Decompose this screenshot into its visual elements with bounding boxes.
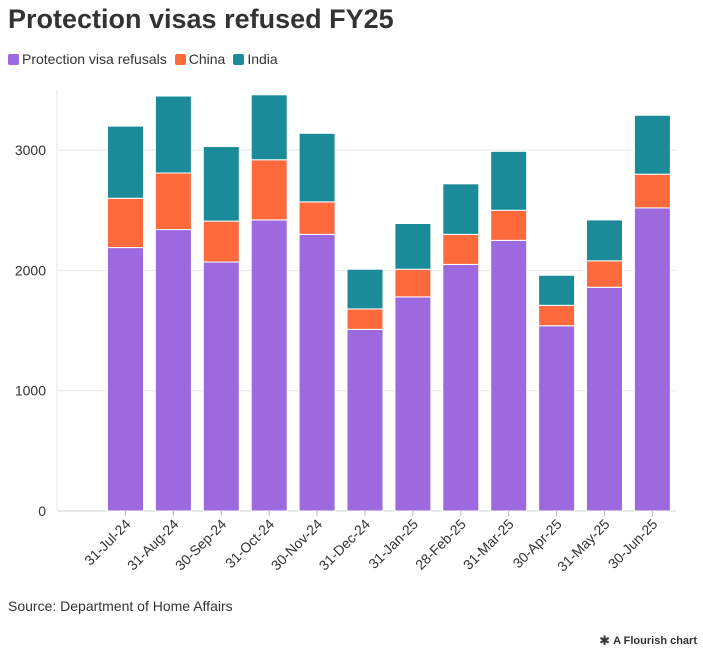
bar-india-31-dec-24: [346, 268, 384, 310]
bar-china-30-sep-24: [202, 220, 240, 263]
bar-china-31-aug-24: [154, 172, 192, 231]
bar-protection-visa-refusals-30-sep-24: [202, 261, 240, 512]
bar-india-28-feb-25: [442, 183, 480, 235]
legend-item-refusals[interactable]: Protection visa refusals: [8, 51, 167, 67]
bar-china-30-jun-25: [633, 173, 671, 209]
credit-label: A Flourish chart: [613, 635, 697, 647]
x-tick-label-31-dec-24: 31-Dec-24: [316, 516, 374, 574]
bar-china-31-jan-25: [394, 268, 432, 298]
bar-protection-visa-refusals-31-oct-24: [250, 219, 288, 512]
bar-china-31-oct-24: [250, 159, 288, 221]
bar-india-31-aug-24: [154, 95, 192, 174]
legend: Protection visa refusals China India: [8, 51, 286, 67]
y-tick-label-0: 0: [38, 503, 46, 519]
bar-protection-visa-refusals-28-feb-25: [442, 263, 480, 512]
x-tick-label-31-aug-24: 31-Aug-24: [124, 516, 182, 574]
x-tick-label-31-mar-25: 31-Mar-25: [460, 516, 517, 573]
bar-protection-visa-refusals-31-jul-24: [107, 247, 144, 512]
bar-protection-visa-refusals-31-dec-24: [346, 328, 384, 512]
y-tick-label-3000: 3000: [15, 142, 46, 158]
bar-protection-visa-refusals-31-may-25: [586, 286, 623, 512]
legend-label-china: China: [188, 51, 226, 67]
x-tick-label-30-nov-24: 30-Nov-24: [268, 516, 326, 574]
bar-india-30-nov-24: [298, 132, 336, 203]
bar-china-30-nov-24: [298, 201, 336, 235]
bar-protection-visa-refusals-30-jun-25: [633, 207, 671, 512]
bar-china-28-feb-25: [442, 233, 480, 265]
legend-label-refusals: Protection visa refusals: [22, 51, 167, 67]
bar-china-31-mar-25: [490, 209, 528, 241]
bar-india-31-may-25: [586, 219, 623, 262]
bar-india-30-sep-24: [202, 146, 240, 222]
chart-title: Protection visas refused FY25: [8, 4, 394, 34]
x-tick-label-30-sep-24: 30-Sep-24: [172, 516, 230, 574]
bar-india-31-mar-25: [490, 150, 528, 211]
legend-label-india: India: [247, 51, 278, 67]
asterisk-icon: ✱: [599, 633, 611, 648]
x-tick-label-30-jun-25: 30-Jun-25: [605, 516, 661, 572]
bar-protection-visa-refusals-31-jan-25: [394, 296, 432, 512]
y-tick-label-1000: 1000: [15, 383, 46, 399]
bar-protection-visa-refusals-31-aug-24: [154, 229, 192, 512]
bar-protection-visa-refusals-30-nov-24: [298, 233, 336, 512]
x-tick-label-28-feb-25: 28-Feb-25: [412, 516, 469, 573]
bar-india-30-jun-25: [633, 114, 671, 175]
bar-china-31-dec-24: [346, 308, 384, 330]
legend-swatch-china: [174, 53, 186, 65]
bar-china-30-apr-25: [538, 304, 576, 327]
x-tick-label-31-may-25: 31-May-25: [554, 516, 613, 575]
bar-china-31-jul-24: [107, 197, 144, 249]
bar-india-30-apr-25: [538, 274, 576, 306]
source-note: Source: Department of Home Affairs: [8, 598, 233, 614]
bar-india-31-jul-24: [107, 125, 144, 199]
y-tick-label-2000: 2000: [15, 262, 46, 278]
flourish-credit[interactable]: ✱ A Flourish chart: [599, 633, 697, 649]
bar-protection-visa-refusals-31-mar-25: [490, 239, 528, 512]
bar-india-31-oct-24: [250, 94, 288, 161]
legend-swatch-india: [233, 53, 245, 65]
bar-protection-visa-refusals-30-apr-25: [538, 325, 576, 512]
legend-item-china[interactable]: China: [174, 51, 226, 67]
bar-india-31-jan-25: [394, 223, 432, 270]
bar-china-31-may-25: [586, 260, 623, 288]
legend-item-india[interactable]: India: [233, 51, 278, 67]
legend-swatch-refusals: [8, 53, 19, 65]
